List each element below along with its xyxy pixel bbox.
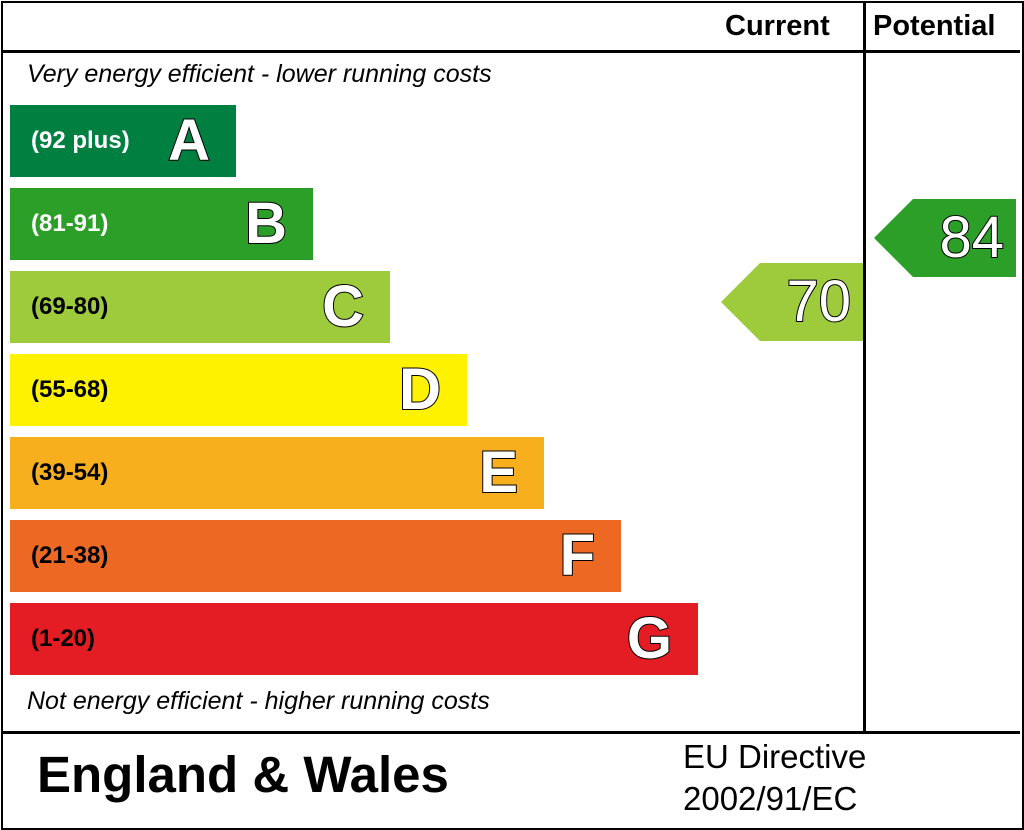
potential-arrow-shape xyxy=(874,199,1016,277)
band-letter: D xyxy=(398,356,442,423)
band-range-label: (92 plus) xyxy=(31,127,130,154)
current-rating-arrow: 70 xyxy=(721,263,863,341)
eu-directive: EU Directive 2002/91/EC xyxy=(683,736,866,820)
rating-band-b: (81-91) B xyxy=(10,188,313,260)
band-range-label: (81-91) xyxy=(31,210,109,237)
band-letter: G xyxy=(626,605,673,672)
band-range-label: (39-54) xyxy=(31,459,109,486)
current-arrow-shape xyxy=(721,263,863,341)
rating-band-d: (55-68) D xyxy=(10,354,467,426)
band-letter: F xyxy=(559,522,596,589)
band-letter: B xyxy=(244,190,288,257)
band-range-label: (69-80) xyxy=(31,293,109,320)
band-range-label: (1-20) xyxy=(31,625,96,652)
current-column-divider xyxy=(863,3,866,733)
header-divider xyxy=(3,50,1020,53)
band-letter: C xyxy=(321,273,365,340)
eu-directive-line-1: EU Directive xyxy=(683,738,867,775)
eu-directive-line-2: 2002/91/EC xyxy=(683,780,858,817)
current-rating-value: 70 xyxy=(785,268,852,335)
rating-band-f: (21-38) F xyxy=(10,520,621,592)
footer-divider xyxy=(3,731,1020,734)
rating-band-a: (92 plus) A xyxy=(10,105,236,177)
band-letter: A xyxy=(167,107,211,174)
rating-band-e: (39-54) E xyxy=(10,437,544,509)
region-title: England & Wales xyxy=(37,746,449,803)
potential-rating-arrow: 84 xyxy=(874,199,1016,277)
band-range-label: (55-68) xyxy=(31,376,109,403)
potential-rating-value: 84 xyxy=(938,204,1005,271)
rating-band-c: (69-80) C xyxy=(10,271,390,343)
potential-column-heading: Potential xyxy=(873,10,996,42)
efficiency-note-top: Very energy efficient - lower running co… xyxy=(27,60,492,88)
band-letter: E xyxy=(478,439,519,506)
band-range-label: (21-38) xyxy=(31,542,109,569)
current-column-heading: Current xyxy=(725,10,830,42)
rating-band-g: (1-20) G xyxy=(10,603,698,675)
efficiency-note-bottom: Not energy efficient - higher running co… xyxy=(27,687,490,715)
